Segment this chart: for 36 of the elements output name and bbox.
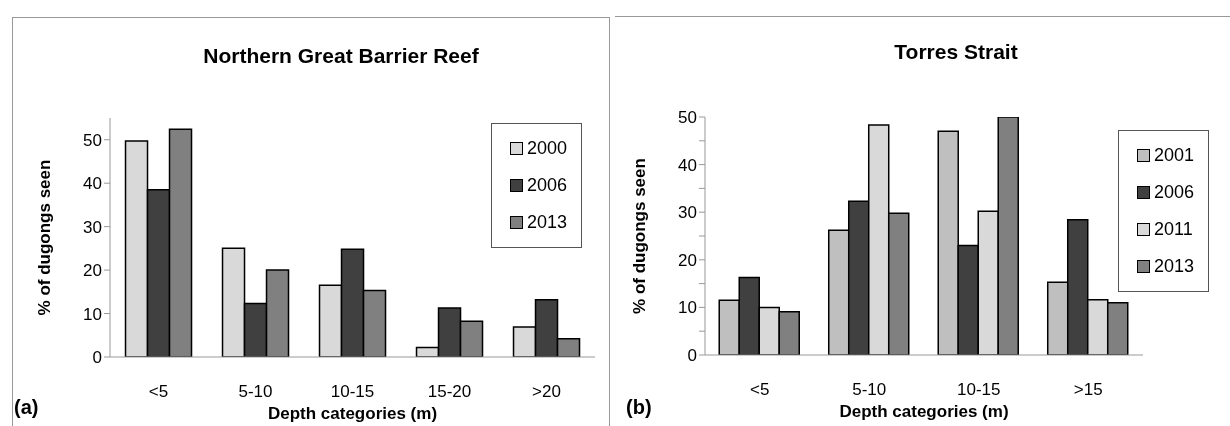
x-tick-label: 5-10 bbox=[852, 380, 887, 400]
x-tick-label: >20 bbox=[532, 382, 561, 402]
legend-label: 2013 bbox=[1154, 256, 1195, 277]
y-tick-label: 20 bbox=[678, 250, 697, 270]
x-tick-label: <5 bbox=[750, 380, 770, 400]
y-tick-label: 40 bbox=[83, 174, 102, 194]
x-tick-label: 15-20 bbox=[427, 382, 472, 402]
legend-label: 2006 bbox=[527, 175, 568, 196]
y-tick-label: 30 bbox=[83, 217, 102, 237]
x-axis-title: Depth categories (m) bbox=[267, 404, 438, 423]
x-tick-label: <5 bbox=[148, 382, 169, 402]
y-tick-label: 50 bbox=[83, 130, 102, 150]
y-tick-label: 0 bbox=[687, 346, 697, 366]
x-tick-label: 10-15 bbox=[957, 380, 1001, 400]
legend-label: 2013 bbox=[527, 212, 568, 233]
y-axis-title: % of dugongs seen bbox=[630, 158, 650, 314]
text: (b) bbox=[626, 396, 652, 419]
x-tick-label: 10-15 bbox=[330, 382, 375, 402]
chart-title: Northern Great Barrier Reef bbox=[202, 44, 480, 68]
legend-label: 2011 bbox=[1154, 219, 1193, 240]
x-tick-label: 5-10 bbox=[238, 382, 273, 402]
y-tick-label: 50 bbox=[678, 108, 697, 128]
legend-label: 2000 bbox=[527, 138, 568, 159]
y-tick-label: 10 bbox=[678, 298, 697, 318]
y-tick-label: 30 bbox=[678, 203, 697, 223]
x-tick-label: >15 bbox=[1073, 380, 1103, 400]
text: (a) bbox=[14, 396, 39, 419]
y-tick-label: 40 bbox=[678, 155, 697, 175]
y-tick-label: 0 bbox=[92, 348, 102, 368]
y-tick-label: 20 bbox=[83, 261, 102, 281]
chart-title: Torres Strait bbox=[893, 40, 1019, 64]
legend-label: 2001 bbox=[1154, 145, 1195, 166]
y-tick-label: 10 bbox=[83, 304, 102, 324]
legend-label: 2006 bbox=[1154, 182, 1195, 203]
y-axis-title: % of dugongs seen bbox=[35, 159, 55, 316]
x-axis-title: Depth categories (m) bbox=[839, 402, 1009, 421]
